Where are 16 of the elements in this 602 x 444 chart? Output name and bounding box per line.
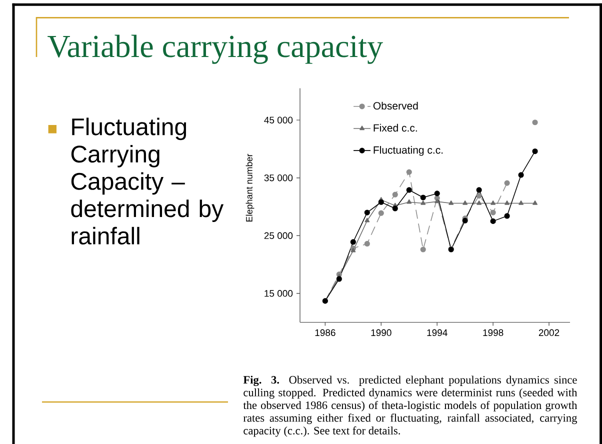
y-axis-title: Elephant number — [246, 154, 254, 222]
text: Fig. 3. Observed vs. predicted elephant populations dynamics since culling stopped. Predicted dynamics were determinist runs (seeded with the observed 1986 census) of theta-logistic models of population growth rates assuming either fixed or fluctuating, rainfall associated, carrying capacity (c.c.). See text for details. — [243, 376, 578, 437]
y-tick-label: 15 000 — [264, 290, 293, 297]
x-tick-label: 2002 — [538, 329, 560, 336]
x-tick-label: 1994 — [427, 329, 448, 336]
legend-label: Fluctuating c.c. — [374, 146, 443, 156]
y-tick-label: 25 000 — [264, 232, 293, 239]
y-tick-label: 45 000 — [264, 116, 293, 124]
x-tick-label: 1990 — [371, 329, 392, 336]
legend-label: Fixed c.c. — [374, 124, 417, 132]
x-tick-label: 1998 — [483, 329, 504, 336]
chart-title: Variable carrying capacity — [48, 34, 383, 64]
x-tick-label: 1986 — [315, 329, 336, 336]
legend-label: Observed — [373, 102, 418, 110]
text: Fluctuating Carrying Capacity – determined by rainfall — [71, 118, 224, 245]
y-tick-label: 35 000 — [264, 174, 293, 182]
